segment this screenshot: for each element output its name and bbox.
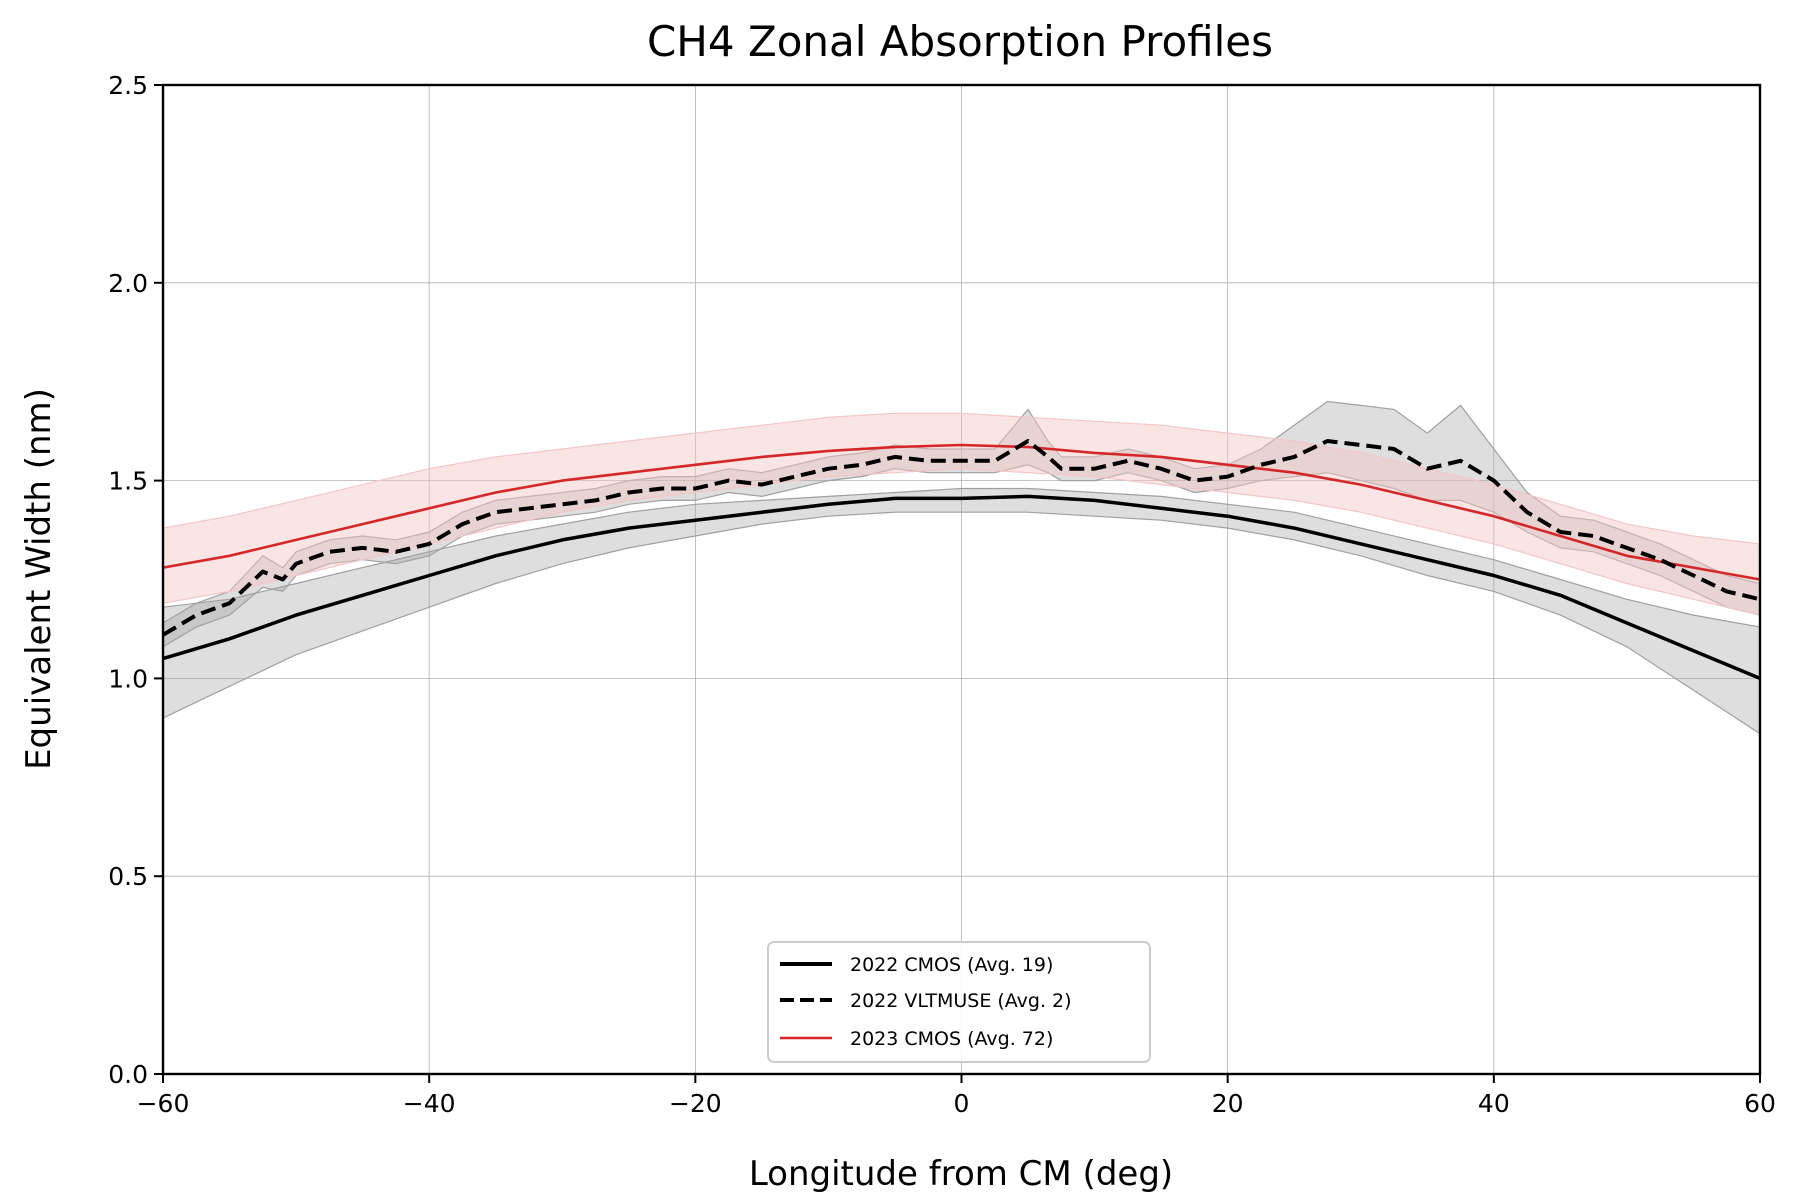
line-vltmuse-2022 (161, 439, 1761, 637)
y-tick-label: 0.0 (108, 1060, 148, 1089)
x-axis-label: Longitude from CM (deg) (749, 1154, 1173, 1194)
legend-label-cmos-2023: 2023 CMOS (Avg. 72) (850, 1028, 1053, 1050)
line-cmos-2023 (162, 443, 1761, 581)
y-tick-label: 0.5 (108, 862, 148, 891)
grid (163, 85, 1760, 1074)
y-tick-label: 2.0 (108, 269, 148, 298)
legend-box (767, 941, 1151, 1063)
x-tick-label: −40 (403, 1089, 456, 1118)
y-axis-label: Equivalent Width (nm) (19, 388, 59, 770)
x-tick-label: 40 (1478, 1089, 1510, 1118)
chart-title: CH4 Zonal Absorption Profiles (647, 17, 1273, 66)
x-tick-label: −60 (137, 1089, 190, 1118)
legend-label-vltmuse-2022: 2022 VLTMUSE (Avg. 2) (850, 990, 1072, 1012)
legend-label-cmos-2022: 2022 CMOS (Avg. 19) (850, 954, 1053, 976)
y-tick-label: 2.5 (108, 71, 148, 100)
line-cmos-2022 (162, 494, 1761, 681)
x-tick-label: 60 (1744, 1089, 1776, 1118)
axis-ticks: −60 −40 −20 0 20 40 60 0.0 0.5 1.0 1.5 2.0 2.5 (108, 71, 1776, 1118)
data-lines (161, 439, 1761, 681)
legend: 2022 CMOS (Avg. 19) 2022 VLTMUSE (Avg. 2… (767, 941, 1151, 1063)
x-tick-label: 0 (954, 1089, 970, 1118)
x-tick-label: −20 (669, 1089, 722, 1118)
y-tick-label: 1.5 (108, 467, 148, 496)
y-tick-label: 1.0 (108, 664, 148, 693)
x-tick-label: 20 (1212, 1089, 1244, 1118)
